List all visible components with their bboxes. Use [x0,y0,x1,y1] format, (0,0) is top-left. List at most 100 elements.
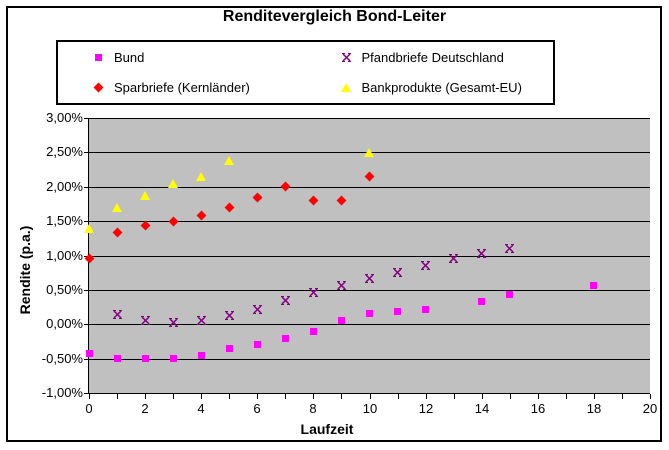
y-axis-tick [84,221,89,222]
x-marker-icon [393,267,403,277]
x-axis-tick [566,394,567,399]
y-tick-label: 0,00% [46,316,83,331]
x-axis-tick [89,394,90,399]
gridline [89,290,650,291]
square-marker-icon [478,298,486,306]
x-tick-label: 2 [141,401,149,416]
square-marker-icon [95,53,102,61]
x-axis-tick [229,394,230,399]
square-marker-icon [590,281,598,289]
triangle-marker-icon [167,178,178,188]
x-axis-title: Laufzeit [300,421,354,437]
x-axis-tick [538,394,539,399]
triangle-marker-icon [195,171,206,181]
gridline [89,324,650,325]
legend: Bund Pfandbriefe Deutschland Sparbriefe … [56,40,555,105]
square-marker-icon [225,344,233,352]
square-marker-icon [253,341,261,349]
triangle-marker-icon [111,202,122,212]
x-axis-tick [426,394,427,399]
x-axis-tick [594,394,595,399]
x-axis-tick [370,394,371,399]
x-marker-icon [341,52,351,62]
x-marker-icon [340,52,353,63]
square-marker-icon [113,355,121,363]
x-tick-label: 0 [85,401,93,416]
square-marker-icon [309,327,317,335]
legend-item-pfandbriefe: Pfandbriefe Deutschland [306,42,554,73]
x-axis-tick [117,394,118,399]
x-axis-tick [398,394,399,399]
x-tick-label: 12 [418,401,434,416]
diamond-marker-icon [92,82,105,93]
gridline [89,359,650,360]
x-axis-tick [173,394,174,399]
legend-item-bund: Bund [58,42,306,73]
x-marker-icon [224,310,234,320]
square-marker-icon [281,334,289,342]
x-axis-tick [482,394,483,399]
x-tick-label: 4 [197,401,205,416]
x-tick-label: 18 [586,401,602,416]
legend-label: Pfandbriefe Deutschland [361,49,504,65]
chart-border [6,6,662,442]
legend-label: Sparbriefe (Kernländer) [114,80,250,96]
y-axis-title: Rendite (p.a.) [17,225,33,315]
x-marker-icon [252,304,262,314]
x-axis-tick [201,394,202,399]
x-tick-label: 6 [253,401,261,416]
legend-item-bankprodukte: Bankprodukte (Gesamt-EU) [306,73,554,104]
x-axis-tick [145,394,146,399]
x-marker-icon [365,274,374,284]
diamond-marker-icon [93,82,104,93]
x-axis-tick [341,394,342,399]
x-axis-tick [285,394,286,399]
triangle-marker-icon [340,83,351,93]
gridline [89,187,650,188]
x-marker-icon [308,288,318,298]
y-axis-tick [84,324,89,325]
x-marker-icon [421,261,431,271]
square-marker-icon [197,351,205,359]
x-axis-tick [257,394,258,399]
legend-label: Bankprodukte (Gesamt-EU) [361,80,522,96]
gridline [89,221,650,222]
square-marker-icon [141,355,149,363]
x-tick-label: 8 [309,401,317,416]
y-tick-label: 1,50% [46,213,83,228]
y-tick-label: -0,50% [41,351,83,366]
chart-title: Renditevergleich Bond-Leiter [222,8,447,25]
x-axis-tick [622,394,623,399]
triangle-marker-icon [340,82,353,93]
x-axis-tick [650,394,651,399]
x-marker-icon [196,315,206,325]
x-axis-tick [510,394,511,399]
square-marker-icon [85,350,93,358]
x-marker-icon [280,296,290,306]
square-marker-icon [506,290,514,298]
gridline [89,118,650,119]
y-tick-label: 3,00% [46,110,83,125]
y-axis-tick [84,393,89,394]
y-tick-label: 0,50% [46,282,83,297]
plot-area [88,118,650,394]
x-axis-tick [313,394,314,399]
y-axis-tick [84,152,89,153]
x-tick-label: 14 [474,401,490,416]
legend-item-sparbriefe: Sparbriefe (Kernländer) [58,73,306,104]
x-tick-label: 16 [530,401,546,416]
triangle-marker-icon [139,190,150,200]
x-marker-icon [505,244,515,254]
square-marker-icon [92,52,105,63]
x-axis-tick [454,394,455,399]
x-tick-label: 20 [642,401,658,416]
triangle-marker-icon [83,223,94,233]
x-tick-label: 10 [362,401,378,416]
square-marker-icon [394,308,402,316]
square-marker-icon [337,317,345,325]
y-axis-tick [84,359,89,360]
y-axis-tick [84,187,89,188]
y-tick-label: 2,50% [46,144,83,159]
x-marker-icon [168,318,178,328]
